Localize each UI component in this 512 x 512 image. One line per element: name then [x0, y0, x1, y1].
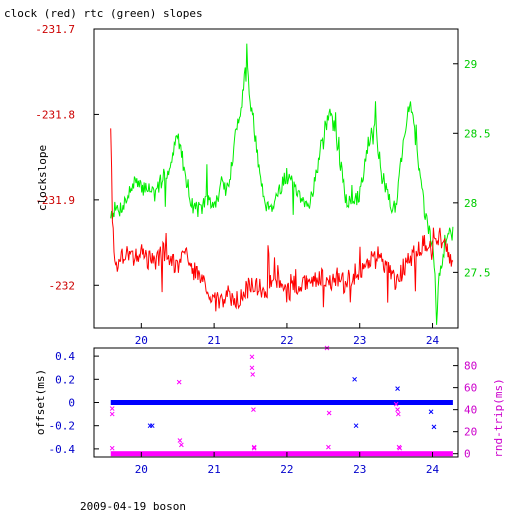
- offset-point: [352, 376, 357, 382]
- bottom-left-tick-label: 0.2: [55, 373, 75, 386]
- bottom-x-tick-label: 24: [426, 463, 440, 476]
- top-left-tick-label: -231.9: [35, 194, 75, 207]
- top-left-tick-label: -231.8: [35, 108, 75, 121]
- bottom-left-tick-label: 0: [68, 397, 75, 410]
- bottom-y-axis-label: offset(ms): [34, 369, 47, 435]
- top-plot-frame: [93, 28, 459, 329]
- top-right-tick-label: 28.5: [464, 127, 491, 140]
- rndtrip-point: [179, 442, 184, 448]
- bottom-chart-panel: 0.4 0.2 0 -0.2 -0.4 80 60 40 20 0 20 21 22 23 24 offset…: [34, 345, 505, 476]
- rndtrip-point: [326, 410, 332, 416]
- rndtrip-point: [109, 445, 115, 451]
- rndtrip-baseline-band: [110, 451, 453, 457]
- rndtrip-point: [249, 365, 255, 371]
- top-x-tick-label: 20: [135, 334, 148, 347]
- rndtrip-point: [251, 444, 257, 450]
- offset-point: [395, 386, 400, 391]
- offset-baseline-band: [110, 400, 453, 405]
- top-x-tick-label: 21: [207, 334, 220, 347]
- bottom-left-tick-label: 0.4: [55, 350, 75, 363]
- rndtrip-point: [251, 407, 256, 413]
- bottom-right-tick-label: 0: [464, 448, 471, 461]
- bottom-right-tick-label: 20: [464, 426, 477, 439]
- rndtrip-point: [397, 445, 403, 451]
- series-clock-line: [110, 128, 454, 312]
- top-right-tick-label: 28: [464, 197, 477, 210]
- chart-title: clock (red) rtc (green) slopes: [4, 7, 203, 20]
- bottom-x-tick-label: 20: [135, 463, 148, 476]
- series-rtc-line: [110, 43, 454, 325]
- bottom-left-tick-label: -0.4: [49, 443, 76, 456]
- bottom-right-tick-label: 60: [464, 382, 477, 395]
- offset-point: [428, 409, 434, 415]
- bottom-right-tick-label: 80: [464, 360, 477, 373]
- bottom-x-tick-label: 23: [353, 463, 366, 476]
- bottom-x-tick-label: 21: [207, 463, 220, 476]
- top-right-tick-label: 29: [464, 58, 477, 71]
- offset-point: [149, 423, 155, 429]
- rndtrip-point: [250, 372, 256, 377]
- top-right-tick-label: 27.5: [464, 266, 491, 279]
- rndtrip-point: [249, 354, 255, 360]
- top-y-axis-label: clockslope: [36, 145, 49, 211]
- top-x-tick-label: 24: [426, 334, 440, 347]
- bottom-y2-axis-label: rnd-trip(ms): [492, 378, 505, 457]
- top-x-tick-label: 23: [353, 334, 366, 347]
- bottom-right-tick-label: 40: [464, 404, 477, 417]
- rndtrip-point: [393, 401, 399, 407]
- offset-point: [353, 423, 359, 429]
- bottom-left-tick-label: -0.2: [49, 420, 76, 433]
- rndtrip-point: [326, 444, 331, 450]
- top-left-tick-label: -231.7: [35, 23, 75, 36]
- top-left-tick-label: -232: [49, 279, 76, 292]
- rndtrip-point: [251, 445, 257, 451]
- top-chart-panel: -231.7 -231.8 -231.9 -232 29 28.5 28 27.5 20 21 22…: [35, 23, 490, 347]
- rndtrip-point: [177, 438, 183, 443]
- rndtrip-point: [109, 406, 115, 411]
- top-x-tick-label: 22: [280, 334, 293, 347]
- rndtrip-point: [176, 379, 182, 385]
- rndtrip-point: [395, 407, 400, 413]
- offset-point: [431, 424, 437, 430]
- rndtrip-point: [395, 411, 401, 417]
- footer-label: 2009-04-19 boson: [80, 500, 186, 512]
- bottom-x-tick-label: 22: [280, 463, 293, 476]
- rndtrip-point: [109, 411, 115, 417]
